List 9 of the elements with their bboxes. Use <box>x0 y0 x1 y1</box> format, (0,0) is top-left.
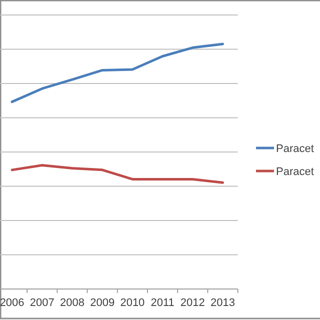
x-tick-label: 2013 <box>210 297 235 309</box>
x-tick-label: 2010 <box>120 297 145 309</box>
x-tick-label: 2007 <box>30 297 54 309</box>
x-tick-label: 2008 <box>60 297 84 309</box>
legend-label: Paracet <box>276 143 314 155</box>
x-tick-label: 2012 <box>180 297 205 309</box>
x-tick-label: 2009 <box>90 297 115 309</box>
legend-label: Paracet <box>276 166 314 178</box>
x-tick-label: 2011 <box>150 297 174 309</box>
